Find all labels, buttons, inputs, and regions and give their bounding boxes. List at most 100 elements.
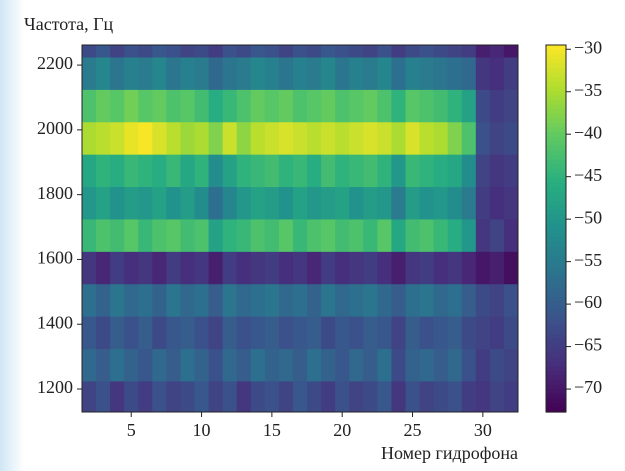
- colorbar-band: [546, 150, 566, 156]
- colorbar-band: [546, 95, 566, 101]
- heatmap-cell: [292, 154, 308, 188]
- heatmap-cell: [405, 89, 421, 123]
- heatmap-cell: [433, 283, 449, 317]
- heatmap-cell: [236, 316, 252, 350]
- heatmap-cell: [96, 283, 111, 317]
- colorbar: [546, 45, 566, 413]
- colorbar-band: [546, 214, 566, 220]
- heatmap-cell: [335, 89, 350, 123]
- heatmap-cell: [391, 154, 406, 188]
- heatmap-cell: [82, 89, 97, 123]
- colorbar-tick-label: −35: [574, 80, 602, 100]
- heatmap-cell: [307, 121, 322, 155]
- heatmap-cell: [292, 283, 308, 317]
- colorbar-band: [546, 288, 566, 294]
- heatmap-cell: [405, 56, 421, 90]
- heatmap-cell: [489, 283, 505, 317]
- colorbar-band: [546, 274, 566, 280]
- heatmap-cell: [461, 89, 477, 123]
- heatmap-cell: [461, 283, 477, 317]
- heatmap-cell: [307, 380, 322, 412]
- heatmap-cell: [166, 45, 181, 58]
- heatmap-cell: [138, 316, 153, 350]
- colorbar-band: [546, 237, 566, 243]
- colorbar-band: [546, 324, 566, 331]
- heatmap-cell: [152, 283, 167, 317]
- heatmap-cell: [194, 348, 210, 382]
- x-tick-label: 15: [263, 420, 281, 440]
- heatmap-cell: [82, 316, 97, 350]
- heatmap-cell: [250, 218, 266, 252]
- heatmap-cell: [489, 380, 505, 412]
- heatmap-cell: [335, 186, 350, 220]
- colorbar-band: [546, 233, 566, 239]
- heatmap-cell: [110, 283, 125, 317]
- heatmap-cell: [222, 154, 238, 188]
- heatmap-cell: [222, 251, 238, 285]
- heatmap-cell: [503, 218, 518, 252]
- heatmap-cell: [363, 380, 378, 412]
- heatmap-cell: [475, 380, 491, 412]
- heatmap-cell: [307, 45, 322, 58]
- heatmap-cell: [307, 316, 322, 350]
- heatmap-cell: [292, 251, 308, 285]
- heatmap-cell: [124, 186, 139, 220]
- heatmap-cell: [110, 380, 125, 412]
- heatmap-cell: [335, 348, 350, 382]
- heatmap-cell: [194, 283, 210, 317]
- heatmap-cell: [363, 89, 378, 123]
- heatmap-cell: [363, 56, 378, 90]
- heatmap-cell: [503, 56, 518, 90]
- heatmap-cell: [250, 154, 266, 188]
- heatmap-cell: [447, 380, 463, 412]
- heatmap-cell: [236, 348, 252, 382]
- heatmap-cell: [152, 251, 167, 285]
- heatmap-cell: [405, 283, 421, 317]
- heatmap-cell: [180, 251, 196, 285]
- heatmap-cell: [278, 251, 294, 285]
- heatmap-cell: [222, 218, 238, 252]
- heatmap-cell: [250, 251, 266, 285]
- heatmap-cell: [208, 380, 224, 412]
- heatmap-cell: [264, 251, 280, 285]
- y-tick-label: 1400: [37, 312, 73, 332]
- heatmap-cell: [363, 316, 378, 350]
- heatmap-cell: [292, 45, 308, 58]
- heatmap-cell: [391, 89, 406, 123]
- heatmap-cell: [433, 89, 449, 123]
- heatmap-cell: [264, 316, 280, 350]
- heatmap-cell: [152, 56, 167, 90]
- heatmap-cell: [447, 56, 463, 90]
- heatmap-cell: [503, 186, 518, 220]
- heatmap-cell: [377, 218, 392, 252]
- heatmap-cell: [152, 348, 167, 382]
- heatmap-cell: [124, 380, 139, 412]
- heatmap-cell: [236, 283, 252, 317]
- heatmap-cell: [208, 283, 224, 317]
- heatmap-cell: [377, 380, 392, 412]
- heatmap-cell: [377, 283, 392, 317]
- heatmap-cell: [489, 56, 505, 90]
- heatmap-cell: [278, 89, 294, 123]
- heatmap-cell: [278, 154, 294, 188]
- heatmap-cell: [194, 45, 210, 58]
- heatmap-cell: [503, 154, 518, 188]
- heatmap-cell: [236, 56, 252, 90]
- colorbar-band: [546, 141, 566, 147]
- heatmap-cell: [349, 218, 364, 252]
- heatmap-cell: [278, 56, 294, 90]
- colorbar-band: [546, 63, 566, 69]
- heatmap-cell: [292, 380, 308, 412]
- colorbar-band: [546, 210, 566, 216]
- colorbar-tick-label: −70: [574, 377, 602, 397]
- heatmap-cell: [349, 154, 364, 188]
- heatmap-cell: [166, 218, 181, 252]
- heatmap-cell: [236, 186, 252, 220]
- colorbar-band: [546, 54, 566, 60]
- heatmap-cell: [349, 45, 364, 58]
- heatmap-cell: [405, 218, 421, 252]
- heatmap-cell: [82, 186, 97, 220]
- heatmap-cell: [461, 45, 477, 58]
- colorbar-band: [546, 265, 566, 271]
- colorbar-band: [546, 136, 566, 142]
